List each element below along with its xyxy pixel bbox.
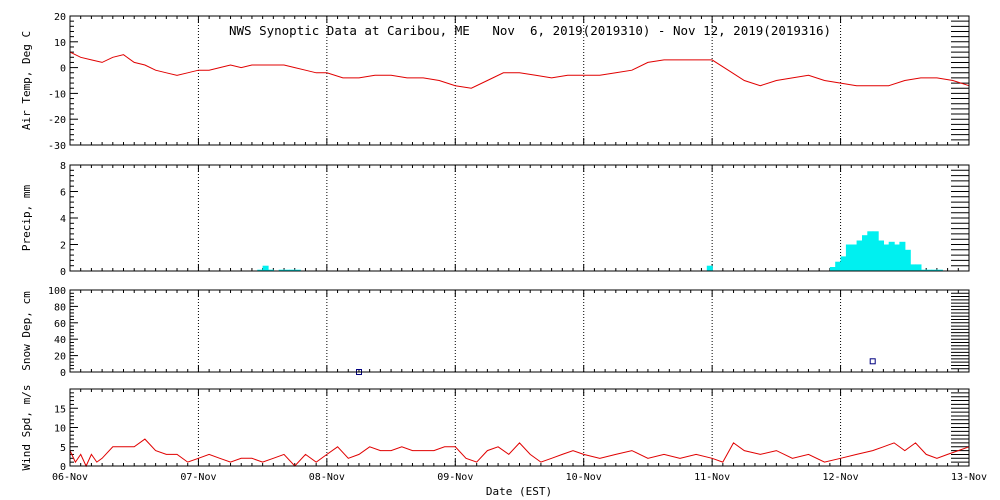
precip-bar <box>835 261 842 271</box>
precip-bar <box>872 231 879 272</box>
precip-bar <box>278 269 285 271</box>
y-tick-label: 2 <box>60 241 66 252</box>
y-axis-title: Precip, mm <box>20 185 33 252</box>
precip-bar <box>894 244 901 271</box>
precip-bar <box>829 267 836 271</box>
precip-bar <box>910 264 917 271</box>
x-axis-title: Date (EST) <box>486 485 552 498</box>
x-tick-label: 13-Nov <box>951 472 987 483</box>
y-tick-label: 0 <box>60 462 66 473</box>
x-tick-label: 09-Nov <box>437 472 473 483</box>
panel-frame <box>69 388 970 467</box>
y-tick-label: 8 <box>60 161 66 172</box>
y-tick-label: 40 <box>54 335 66 346</box>
precip-bar <box>904 249 911 271</box>
y-tick-label: 0 <box>60 267 66 278</box>
x-tick-label: 11-Nov <box>694 472 730 483</box>
y-tick-label: 60 <box>54 319 66 330</box>
precip-bar <box>920 269 927 271</box>
x-tick-label: 12-Nov <box>823 472 859 483</box>
precip-bar <box>856 240 863 271</box>
precip-bar <box>888 241 895 271</box>
precip-bar <box>706 265 713 271</box>
precip-bar <box>284 269 290 271</box>
precip-bar <box>936 269 943 271</box>
y-tick-label: 20 <box>54 12 66 23</box>
precip-bar <box>926 269 933 271</box>
y-tick-label: -20 <box>48 115 66 126</box>
precip-bar <box>268 269 274 271</box>
y-tick-label: 80 <box>54 302 66 313</box>
y-tick-label: 4 <box>60 214 66 225</box>
y-tick-label: 100 <box>48 286 66 297</box>
precip-bar <box>845 244 852 271</box>
y-tick-label: 20 <box>54 352 66 363</box>
y-axis-title: Air Temp, Deg C <box>20 31 33 130</box>
x-tick-label: 06-Nov <box>52 472 88 483</box>
panel-frame <box>69 15 970 146</box>
precip-bar <box>899 241 906 271</box>
precip-bar <box>262 265 269 271</box>
precip-bar <box>867 231 874 272</box>
precip-bar <box>840 256 847 271</box>
data-line <box>69 438 970 468</box>
precip-bar <box>931 269 938 271</box>
precip-bar <box>915 264 922 271</box>
precip-bar <box>257 269 264 271</box>
y-tick-label: -30 <box>48 141 66 152</box>
x-tick-label: 08-Nov <box>309 472 345 483</box>
precip-bar <box>851 244 858 271</box>
chart-title: NWS Synoptic Data at Caribou, ME Nov 6, … <box>229 23 831 38</box>
precip-bar <box>878 240 884 271</box>
x-tick-label: 10-Nov <box>566 472 602 483</box>
y-tick-label: 15 <box>54 404 66 415</box>
y-tick-label: -10 <box>48 89 66 100</box>
y-tick-label: 6 <box>60 188 66 199</box>
data-line <box>69 51 970 89</box>
precip-bar <box>883 244 890 271</box>
y-tick-label: 10 <box>54 38 66 49</box>
panel-frame <box>69 164 970 272</box>
y-tick-label: 0 <box>60 368 66 379</box>
y-tick-label: 5 <box>60 443 66 454</box>
precip-bar <box>294 269 301 271</box>
panels-group: -30 -20 -10 0 10 20 Air Temp, Deg C 0 2 4 6 8 Precip… <box>20 12 987 483</box>
y-tick-label: 10 <box>54 424 66 435</box>
y-axis-title: Wind Spd, m/s <box>20 384 33 470</box>
y-axis-title: Snow Dep, cm <box>20 291 33 371</box>
panel-frame <box>69 289 970 373</box>
precip-bar <box>289 269 296 271</box>
y-tick-label: 0 <box>60 64 66 75</box>
snow-marker <box>869 358 876 365</box>
precip-bar <box>862 235 868 271</box>
x-tick-label: 07-Nov <box>180 472 216 483</box>
